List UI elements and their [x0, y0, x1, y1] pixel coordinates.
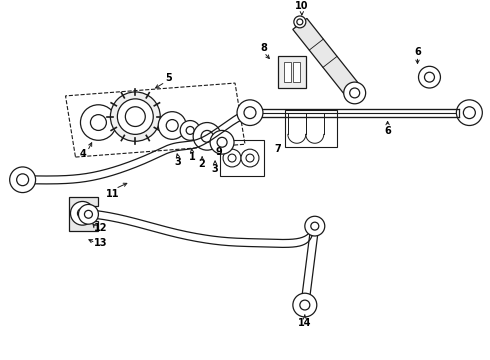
Polygon shape [293, 18, 362, 98]
Text: 13: 13 [94, 238, 107, 248]
Text: 6: 6 [384, 126, 391, 136]
Bar [295, 24, 305, 32]
Circle shape [210, 130, 234, 154]
Circle shape [244, 107, 256, 118]
Text: 5: 5 [165, 73, 172, 83]
Circle shape [228, 154, 236, 162]
Circle shape [311, 222, 319, 230]
Text: 1: 1 [189, 152, 196, 162]
Circle shape [237, 100, 263, 126]
Circle shape [217, 137, 227, 147]
Circle shape [80, 105, 116, 140]
Circle shape [84, 210, 93, 218]
Circle shape [110, 92, 160, 141]
Text: 10: 10 [295, 1, 309, 11]
Circle shape [297, 19, 303, 25]
Circle shape [418, 66, 441, 88]
Text: 3: 3 [212, 164, 219, 174]
Circle shape [10, 167, 36, 193]
Circle shape [246, 154, 254, 162]
Text: 9: 9 [216, 147, 222, 157]
Circle shape [300, 300, 310, 310]
Circle shape [180, 121, 200, 140]
Circle shape [305, 216, 325, 236]
Circle shape [245, 108, 255, 118]
Circle shape [17, 174, 28, 186]
Text: 14: 14 [298, 318, 312, 328]
Text: 3: 3 [175, 157, 182, 167]
Circle shape [456, 100, 482, 126]
Circle shape [158, 112, 186, 139]
Circle shape [78, 204, 98, 224]
Circle shape [223, 149, 241, 167]
Bar [284, 62, 291, 82]
Bar [220, 140, 264, 176]
Text: 7: 7 [274, 144, 281, 154]
Circle shape [91, 114, 106, 130]
Bar [285, 110, 337, 147]
Circle shape [201, 130, 213, 142]
Circle shape [293, 293, 317, 317]
Circle shape [77, 208, 87, 218]
Text: 11: 11 [106, 189, 119, 199]
Circle shape [424, 72, 435, 82]
Bar [293, 62, 300, 82]
Circle shape [118, 99, 153, 134]
Circle shape [294, 16, 306, 28]
Text: 4: 4 [80, 149, 87, 159]
Circle shape [343, 82, 366, 104]
Circle shape [464, 107, 475, 118]
Bar [278, 57, 306, 88]
Circle shape [193, 122, 221, 150]
Circle shape [71, 202, 95, 225]
Circle shape [239, 102, 261, 123]
Circle shape [350, 88, 360, 98]
Circle shape [241, 149, 259, 167]
Circle shape [166, 120, 178, 131]
Polygon shape [69, 197, 98, 231]
Text: 8: 8 [261, 42, 268, 53]
Text: 2: 2 [199, 159, 205, 169]
Text: 6: 6 [414, 46, 421, 57]
Circle shape [186, 126, 194, 134]
Text: 12: 12 [94, 223, 107, 233]
